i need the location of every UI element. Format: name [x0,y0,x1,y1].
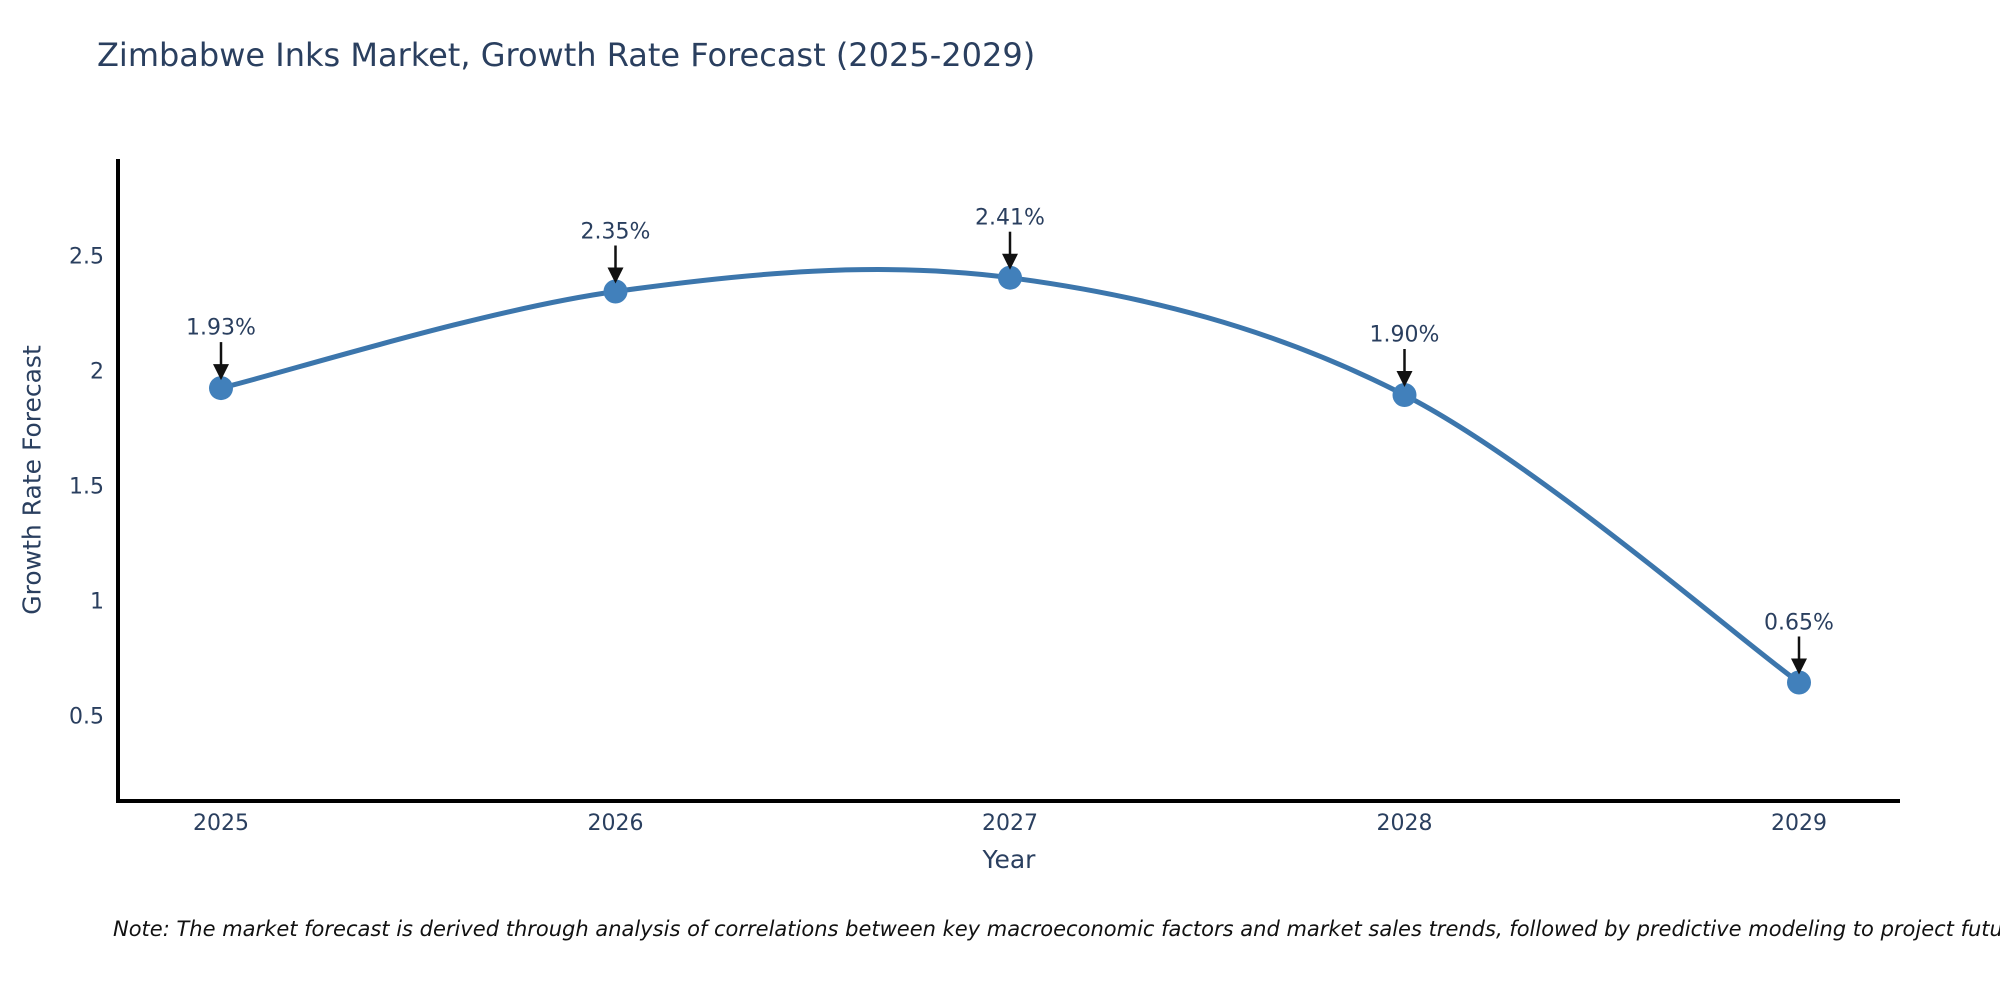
point-value-label-2025: 1.93% [186,315,256,341]
x-tick-label-2027: 2027 [982,811,1038,836]
data-point-2027[interactable] [998,265,1022,290]
y-tick-label-1.5: 1.5 [69,474,104,500]
forecast-line [220,267,1801,685]
point-value-label-2026: 2.35% [580,219,651,244]
data-point-2025[interactable] [209,376,233,401]
point-value-label-2029: 0.65% [1764,610,1834,635]
x-tick-label-2025: 2025 [193,811,249,836]
annotation-arrowhead-icon [213,364,229,381]
data-point-2028[interactable] [1392,383,1417,407]
data-point-2029[interactable] [1787,670,1811,695]
annotation-arrowhead-icon [1791,658,1807,675]
footnote: Note: The market forecast is derived thr… [113,917,2000,941]
y-tick-label-0.5: 0.5 [69,704,104,730]
annotation-arrowhead-icon [1002,253,1018,270]
data-point-2026[interactable] [603,279,628,304]
x-axis-title: Year [982,845,1036,874]
x-tick-label-2026: 2026 [587,811,644,836]
x-tick-label-2028: 2028 [1376,811,1433,836]
x-tick-label-2029: 2029 [1771,811,1827,836]
point-value-label-2028: 1.90% [1369,322,1440,348]
annotation-arrowhead-icon [607,267,624,284]
y-axis-title: Growth Rate Forecast [17,345,47,615]
annotation-arrowhead-icon [1396,371,1413,387]
y-tick-label-2.5: 2.5 [69,244,104,270]
y-tick-label-2: 2 [90,359,104,385]
chart-title: Zimbabwe Inks Market, Growth Rate Foreca… [97,36,1036,74]
point-value-label-2027: 2.41% [975,205,1045,231]
y-tick-label-1: 1 [90,589,104,615]
